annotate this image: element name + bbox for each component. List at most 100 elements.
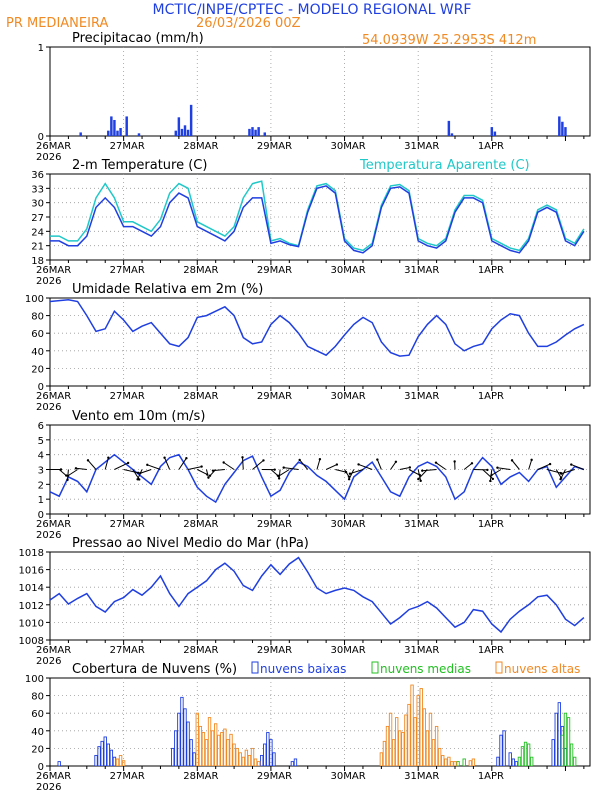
bar-precipitacao xyxy=(125,116,128,136)
panel-data xyxy=(50,556,585,634)
wind-vector-head xyxy=(470,462,474,465)
bar-nuvens-altas xyxy=(419,688,423,766)
bar-nuvens-baixas xyxy=(290,761,295,766)
wind-vector xyxy=(560,469,566,480)
bar-nuvens-altas xyxy=(220,732,224,766)
bar-precipitacao xyxy=(110,116,113,136)
panel-title: 2-m Temperature (C) xyxy=(72,158,207,173)
bar-nuvens-medias xyxy=(456,761,460,766)
wind-vector xyxy=(408,469,421,476)
y-tick-label: 33 xyxy=(31,184,44,195)
wind-vector-head xyxy=(419,479,422,483)
bar-nuvens-altas xyxy=(241,756,245,766)
bar-nuvens-medias xyxy=(572,756,577,766)
header-coords: 54.0939W 25.2953S 412m xyxy=(362,33,536,48)
wind-vector-head xyxy=(548,462,552,466)
y-tick-label: 1012 xyxy=(19,601,44,612)
cloud-legend-label: nuvens baixas xyxy=(260,662,346,676)
panel-frame xyxy=(49,551,591,641)
wind-vector xyxy=(223,462,235,470)
bar-precipitacao xyxy=(450,133,454,136)
bar-nuvens-baixas xyxy=(106,743,110,766)
bar-nuvens-altas xyxy=(201,732,206,766)
wind-vector xyxy=(390,461,397,470)
wind-vector-head xyxy=(66,478,69,482)
bar-nuvens-medias xyxy=(563,712,568,766)
bar-precipitacao xyxy=(447,120,451,136)
y-tick-label: 1016 xyxy=(19,566,44,577)
header-location: PR MEDIANEIRA xyxy=(6,16,108,31)
wind-vector xyxy=(104,457,109,470)
wind-vector xyxy=(511,460,520,470)
wind-vector-head xyxy=(335,463,339,466)
series-line-2-m-temperature xyxy=(50,185,585,254)
bar-nuvens-baixas xyxy=(263,743,267,766)
wind-vector-head xyxy=(348,472,352,475)
bar-nuvens-altas xyxy=(388,712,393,766)
x-tick-label: 26MAR xyxy=(36,771,71,782)
x-tick-label: 28MAR xyxy=(183,265,218,276)
bar-nuvens-medias xyxy=(526,743,531,766)
y-tick-label: 1014 xyxy=(19,583,44,594)
y-tick-label: 0 xyxy=(38,762,44,773)
bar-nuvens-altas xyxy=(471,758,476,766)
bar-nuvens-baixas xyxy=(177,712,181,766)
x-tick-label: 27MAR xyxy=(110,771,145,782)
bar-precipitacao xyxy=(183,125,187,136)
wind-vector-head xyxy=(496,466,499,469)
bar-nuvens-altas xyxy=(395,717,399,766)
wind-vector xyxy=(335,469,347,473)
bar-precipitacao xyxy=(493,131,497,136)
bar-nuvens-altas xyxy=(118,754,123,766)
x-tick-label: 28MAR xyxy=(183,519,218,530)
y-tick-label: 0 xyxy=(38,132,44,143)
bar-nuvens-altas xyxy=(444,758,448,766)
bar-nuvens-altas xyxy=(385,725,390,766)
panel-wind: 26MAR 27MAR 28MAR 29MAR 30MAR 31MAR 1APR 2026 0 1… xyxy=(36,409,591,541)
series-line-vento-em-10m xyxy=(50,453,585,504)
wind-vector xyxy=(537,463,551,470)
bar-nuvens-baixas xyxy=(100,740,104,766)
panel-data xyxy=(50,299,585,357)
panel-frame xyxy=(49,297,591,387)
panel-frame xyxy=(49,677,591,767)
wind-vector xyxy=(348,469,355,480)
x-tick-label: 31MAR xyxy=(404,391,439,402)
x-tick-label: 30MAR xyxy=(331,519,366,530)
wind-vector xyxy=(491,469,502,476)
bar-nuvens-baixas xyxy=(103,736,107,766)
wind-vector xyxy=(270,469,279,477)
bar-nuvens-medias xyxy=(520,746,525,766)
bar-nuvens-medias xyxy=(517,756,522,766)
bar-nuvens-baixas xyxy=(171,747,175,766)
bar-nuvens-altas xyxy=(244,749,249,766)
wind-vector xyxy=(422,469,437,472)
wind-vector xyxy=(140,469,152,474)
wind-vector-head xyxy=(262,459,265,462)
series-line-temperatura-aparente xyxy=(50,180,585,252)
bar-nuvens-altas xyxy=(207,717,212,766)
wind-vector-head xyxy=(241,456,244,459)
panel-title: Cobertura de Nuvens (%) xyxy=(72,662,237,677)
y-tick-label: 21 xyxy=(31,242,44,253)
wind-vector xyxy=(528,459,533,470)
cloud-legend-swatch xyxy=(371,661,379,674)
bar-nuvens-altas xyxy=(428,712,433,766)
panel-frame xyxy=(49,46,591,137)
bar-nuvens-altas xyxy=(410,684,414,766)
wind-vector xyxy=(497,467,511,470)
y-tick-label: 2 xyxy=(38,480,44,491)
wind-vector xyxy=(349,469,364,475)
bar-nuvens-baixas xyxy=(97,746,101,766)
wind-vector xyxy=(435,462,447,470)
bar-nuvens-baixas xyxy=(293,758,298,766)
wind-vector xyxy=(205,469,209,478)
x-tick-label: 1APR xyxy=(478,265,504,276)
bar-nuvens-altas xyxy=(447,756,451,766)
bar-precipitacao xyxy=(116,130,119,136)
bar-nuvens-baixas xyxy=(511,758,515,766)
bar-nuvens-altas xyxy=(226,739,230,766)
wind-vector xyxy=(417,469,422,481)
y-tick-label: 3 xyxy=(38,466,44,477)
bar-precipitacao xyxy=(251,127,254,136)
